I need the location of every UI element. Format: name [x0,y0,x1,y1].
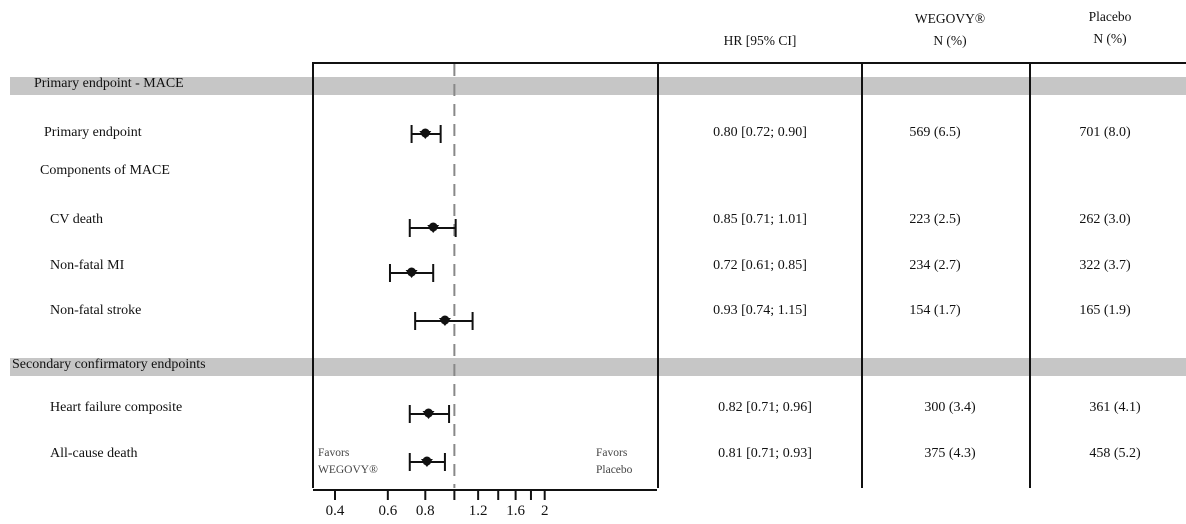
hr-point-dot [407,267,417,277]
header-hr: HR [95% CI] [723,33,797,48]
header-placebo: Placebo N (%) [1060,6,1160,50]
row-label: Non-fatal MI [50,258,125,273]
hr-point-dot [428,222,438,232]
section-band-secondary [10,358,1186,376]
hr-value: 0.93 [0.74; 1.15] [713,303,807,318]
section-label-secondary: Secondary confirmatory endpoints [12,357,206,372]
header-wegovy-title: WEGOVY® [914,11,986,26]
wegovy-value: 223 (2.5) [909,212,961,227]
row-label: Non-fatal stroke [50,303,142,318]
favors-wegovy-label: Favors WEGOVY® [318,445,378,479]
row-label: All-cause death [50,446,138,461]
column-divider-wegovy [861,62,863,488]
placebo-value: 262 (3.0) [1079,212,1131,227]
wegovy-value: 154 (1.7) [909,303,961,318]
hr-value: 0.81 [0.71; 0.93] [718,446,812,461]
column-divider-placebo [1029,62,1031,488]
header-placebo-unit: N (%) [1093,31,1127,46]
wegovy-value: 375 (4.3) [924,446,976,461]
favors-placebo-label: Favors Placebo [596,445,632,479]
column-divider-hr [657,62,659,488]
favors-placebo-line1: Favors [596,447,628,459]
hr-value: 0.72 [0.61; 0.85] [713,258,807,273]
subheading-components: Components of MACE [40,163,170,178]
x-axis-tick-label: 0.8 [415,503,435,519]
placebo-value: 322 (3.7) [1079,258,1131,273]
hr-point-dot [420,128,430,138]
x-axis-tick-label: 0.6 [378,503,398,519]
favors-placebo-line2: Placebo [596,464,633,476]
section-label-primary: Primary endpoint - MACE [34,76,184,91]
header-wegovy: WEGOVY® N (%) [880,8,1020,52]
placebo-value: 165 (1.9) [1079,303,1131,318]
favors-wegovy-line2: WEGOVY® [318,464,378,476]
wegovy-value: 300 (3.4) [924,400,976,415]
placebo-value: 701 (8.0) [1079,125,1131,140]
row-label: Primary endpoint [44,125,142,140]
hr-value: 0.82 [0.71; 0.96] [718,400,812,415]
x-axis-tick-label: 1.2 [468,503,488,519]
hr-point-dot [424,408,434,418]
section-band-primary [10,77,1186,95]
hr-point-dot [440,315,450,325]
hr-value: 0.80 [0.72; 0.90] [713,125,807,140]
favors-wegovy-line1: Favors [318,447,350,459]
header-placebo-title: Placebo [1088,9,1132,24]
table-top-border [312,62,1186,64]
hr-point-dot [422,456,432,466]
header-wegovy-unit: N (%) [933,33,967,48]
x-axis-tick-label: 0.4 [325,503,345,519]
placebo-value: 361 (4.1) [1089,400,1141,415]
x-axis-tick-label: 2 [540,503,549,519]
wegovy-value: 234 (2.7) [909,258,961,273]
x-axis-tick-label: 1.6 [506,503,525,519]
row-label: Heart failure composite [50,400,183,415]
placebo-value: 458 (5.2) [1089,446,1141,461]
plot-left-border [312,62,314,488]
row-label: CV death [50,212,104,227]
wegovy-value: 569 (6.5) [909,125,961,140]
hr-value: 0.85 [0.71; 1.01] [713,212,807,227]
